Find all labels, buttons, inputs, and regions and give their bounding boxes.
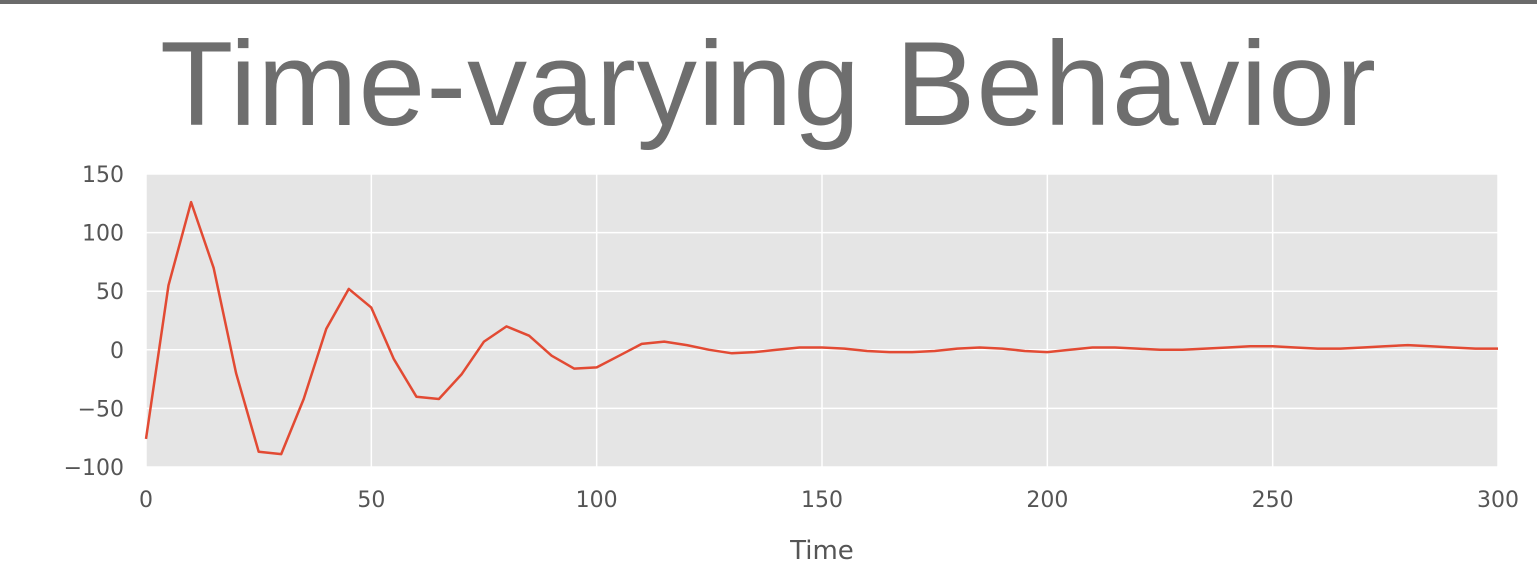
grid-lines (145, 173, 1499, 468)
x-tick-label: 100 (576, 488, 618, 513)
y-tick-label: −100 (64, 456, 124, 481)
y-tick-label: 0 (110, 339, 124, 364)
x-tick-label: 300 (1477, 488, 1519, 513)
y-tick-label: 100 (82, 222, 124, 247)
x-axis-ticks: 0 50 100 150 200 250 300 (139, 488, 1519, 513)
y-tick-label: −50 (78, 397, 124, 422)
series-layer (144, 200, 1498, 456)
series-line (144, 200, 1498, 456)
x-tick-label: 250 (1252, 488, 1294, 513)
x-tick-label: 0 (139, 488, 153, 513)
y-tick-label: 150 (82, 163, 124, 188)
x-tick-label: 150 (801, 488, 843, 513)
slide-title: Time-varying Behavior (160, 17, 1377, 151)
x-tick-label: 50 (357, 488, 385, 513)
top-rule (0, 0, 1537, 4)
x-axis-title: Time (789, 536, 854, 566)
y-axis-ticks: −100 −50 0 50 100 150 (64, 163, 124, 481)
line-chart: 0 50 100 150 200 250 300 −100 −50 0 50 100 150 Time (64, 163, 1519, 566)
y-tick-label: 50 (96, 280, 124, 305)
x-tick-label: 200 (1026, 488, 1068, 513)
